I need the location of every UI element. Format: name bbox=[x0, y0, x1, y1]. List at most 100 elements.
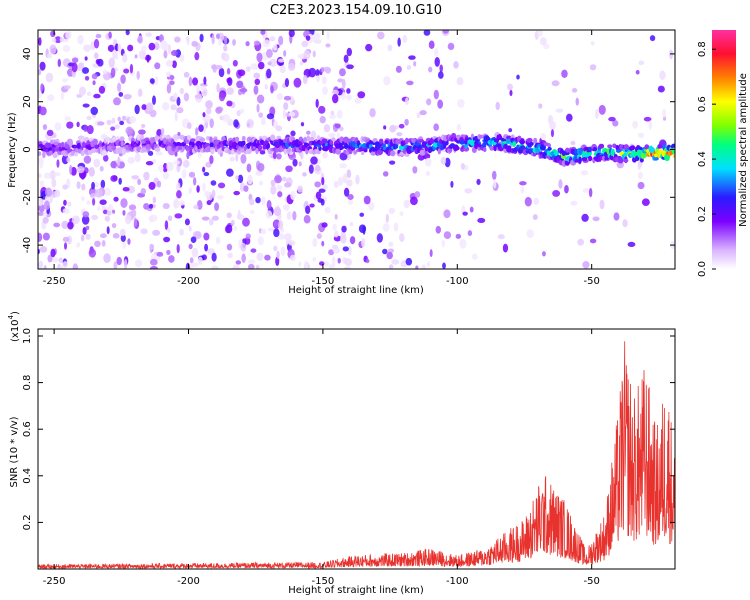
heatmap-speckle bbox=[274, 175, 282, 184]
heatmap-speckle bbox=[255, 196, 261, 204]
heatmap-speckle bbox=[62, 44, 71, 53]
heatmap-speckle bbox=[341, 225, 347, 233]
heatmap-ridge-cell bbox=[64, 144, 71, 149]
heatmap-speckle bbox=[649, 35, 656, 42]
heatmap-speckle bbox=[382, 223, 390, 232]
heatmap-speckle bbox=[337, 78, 344, 83]
heatmap-speckle bbox=[442, 30, 449, 34]
heatmap-speckle bbox=[113, 196, 119, 202]
heatmap-speckle bbox=[404, 118, 409, 126]
heatmap-speckle bbox=[354, 97, 362, 104]
heatmap-speckle bbox=[443, 209, 451, 219]
heatmap-speckle bbox=[54, 122, 62, 131]
heatmap-speckle bbox=[643, 116, 652, 122]
heatmap-speckle bbox=[497, 234, 505, 240]
heatmap-speckle bbox=[363, 195, 371, 205]
heatmap-speckle bbox=[314, 181, 321, 188]
heatmap-speckle bbox=[40, 83, 44, 92]
heatmap-speckle bbox=[134, 104, 140, 115]
heatmap-speckle bbox=[526, 229, 534, 238]
heatmap-speckle bbox=[79, 86, 86, 96]
heatmap-speckle bbox=[81, 67, 90, 74]
heatmap-speckle bbox=[250, 63, 259, 70]
heatmap-speckle bbox=[46, 53, 53, 59]
heatmap-speckle bbox=[283, 182, 292, 188]
heatmap-speckle bbox=[197, 151, 202, 158]
heatmap-speckle bbox=[76, 181, 81, 190]
heatmap-speckle bbox=[173, 160, 181, 165]
heatmap-speckle bbox=[39, 106, 47, 116]
heatmap-speckle bbox=[426, 261, 431, 268]
heatmap-speckle bbox=[94, 181, 100, 188]
heatmap-speckle bbox=[106, 210, 112, 216]
heatmap-speckle bbox=[204, 243, 209, 252]
heatmap-speckle bbox=[409, 196, 418, 206]
heatmap-ridge-cell bbox=[623, 158, 629, 163]
heatmap-ridge-cell bbox=[378, 138, 384, 144]
heatmap-speckle bbox=[537, 30, 543, 37]
heatmap-speckle bbox=[570, 200, 578, 206]
heatmap-speckle bbox=[203, 232, 210, 241]
colorbar-gradient bbox=[712, 30, 736, 269]
heatmap-speckle bbox=[193, 204, 199, 210]
heatmap-speckle bbox=[186, 35, 190, 46]
heatmap-speckle bbox=[206, 200, 212, 206]
heatmap-speckle bbox=[270, 185, 277, 195]
heatmap-speckle bbox=[164, 220, 169, 231]
heatmap-speckle bbox=[42, 124, 48, 130]
heatmap-speckle bbox=[290, 130, 296, 137]
heatmap-speckle bbox=[382, 248, 388, 255]
heatmap-x-ticks: -250 -200 -150 -100 -50 bbox=[43, 30, 600, 287]
heatmap-speckle bbox=[81, 215, 90, 225]
heatmap-ridge-cell bbox=[424, 146, 429, 152]
heatmap-speckle bbox=[226, 212, 232, 219]
heatmap-speckle bbox=[39, 200, 43, 207]
heatmap-speckle bbox=[266, 113, 275, 120]
heatmap-speckle bbox=[202, 182, 206, 192]
colorbar-tick-label: 0.0 bbox=[697, 261, 708, 277]
heatmap-speckle bbox=[112, 209, 116, 214]
heatmap-ridge-cell bbox=[324, 145, 331, 150]
heatmap-speckle bbox=[435, 225, 441, 234]
heatmap-ridge-cell bbox=[610, 149, 615, 157]
heatmap-speckle bbox=[137, 88, 143, 98]
heatmap-speckle bbox=[86, 124, 94, 135]
heatmap-ridge-cell bbox=[581, 157, 588, 162]
heatmap-speckle bbox=[258, 112, 264, 118]
heatmap-speckle bbox=[659, 70, 666, 81]
heatmap-speckle bbox=[349, 221, 354, 227]
heatmap-speckle bbox=[192, 77, 199, 86]
heatmap-x-tick-label: -150 bbox=[312, 276, 335, 287]
heatmap-speckle bbox=[250, 210, 255, 215]
heatmap-speckle bbox=[163, 236, 171, 243]
heatmap-speckle bbox=[95, 33, 102, 39]
heatmap-ridge-cell bbox=[186, 134, 192, 141]
heatmap-speckle bbox=[246, 163, 252, 173]
heatmap-speckle bbox=[450, 180, 454, 188]
heatmap-speckle bbox=[112, 233, 120, 239]
heatmap-ridge-cell bbox=[335, 148, 342, 155]
heatmap-speckle bbox=[224, 35, 228, 46]
heatmap-speckle bbox=[111, 117, 116, 124]
heatmap-speckle bbox=[347, 199, 354, 205]
heatmap-speckle bbox=[107, 44, 115, 52]
heatmap-speckle bbox=[395, 65, 402, 73]
heatmap-speckle bbox=[128, 204, 137, 211]
heatmap-speckle bbox=[278, 35, 284, 46]
heatmap-speckle bbox=[95, 58, 101, 65]
heatmap-ridge-cell bbox=[639, 158, 644, 163]
heatmap-speckle bbox=[396, 132, 403, 137]
heatmap-speckle bbox=[122, 53, 128, 63]
heatmap-speckle bbox=[138, 129, 146, 135]
heatmap-ridge-cell bbox=[370, 151, 377, 156]
heatmap-speckle bbox=[543, 43, 550, 50]
heatmap-speckle bbox=[113, 97, 121, 106]
heatmap-speckle bbox=[42, 217, 49, 224]
heatmap-speckle bbox=[388, 207, 396, 215]
heatmap-ridge-cell bbox=[360, 151, 365, 156]
heatmap-speckle bbox=[194, 231, 202, 240]
heatmap-speckle bbox=[469, 206, 474, 213]
heatmap-speckle bbox=[145, 32, 152, 38]
heatmap-speckle bbox=[467, 230, 473, 237]
heatmap-speckle bbox=[389, 160, 396, 165]
